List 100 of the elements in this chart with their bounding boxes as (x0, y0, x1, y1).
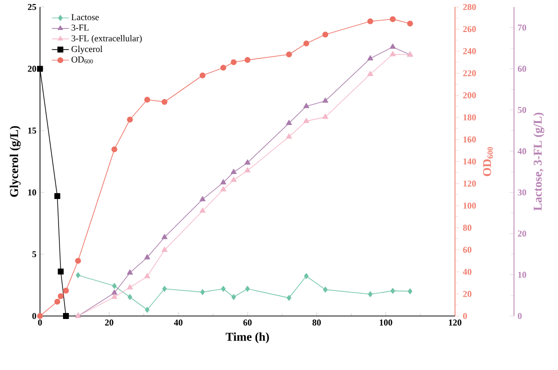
point (286, 52, 292, 58)
x-tick-label: 80 (312, 320, 321, 326)
point (220, 179, 226, 184)
point (162, 98, 168, 105)
y3-axis-title: Lactose, 3-FL (g/L) (533, 112, 544, 211)
y-tick-label: 5 (32, 251, 36, 258)
point (63, 288, 69, 294)
y3-tick-label: 60 (518, 66, 526, 72)
y2-tick-label: 260 (463, 26, 476, 32)
y2-tick-label: 280 (463, 4, 476, 10)
y2-tick-label: 180 (463, 114, 476, 120)
y3-tick-label: 10 (518, 272, 526, 278)
legend-label: OD$_{600}$ (72, 56, 93, 64)
x-tick-label: 0 (38, 320, 42, 326)
point (200, 72, 206, 78)
point (368, 291, 373, 298)
point (126, 269, 133, 275)
point (390, 51, 396, 56)
y2-tick-label: 20 (463, 290, 472, 297)
point (286, 120, 292, 126)
point (144, 273, 150, 278)
point (162, 234, 168, 240)
point (390, 16, 396, 22)
point (407, 20, 413, 26)
point (230, 59, 237, 66)
point (58, 293, 64, 300)
x-tick-label: 60 (243, 320, 252, 326)
y2-tick-label: 140 (463, 158, 476, 165)
point (58, 268, 64, 274)
legend-label: 3-FL (72, 24, 89, 31)
x-tick-label: 20 (105, 320, 114, 326)
y2-tick-label: 120 (463, 180, 476, 187)
point (75, 258, 81, 264)
y2-axis-title: OD$_{600}$ (483, 147, 493, 176)
y2-tick-label: 100 (463, 202, 476, 209)
point (144, 254, 150, 260)
point (126, 116, 133, 122)
point (111, 146, 118, 152)
point (390, 288, 396, 294)
point (244, 167, 250, 172)
point (230, 176, 237, 182)
point (111, 294, 118, 299)
point (408, 288, 412, 294)
point (322, 114, 328, 119)
point (322, 32, 328, 38)
y2-tick-label: 160 (463, 136, 476, 142)
point (220, 186, 226, 192)
point (76, 272, 80, 278)
y3-tick-label: 70 (518, 24, 526, 31)
point (390, 44, 396, 49)
y2-tick-label: 60 (463, 246, 472, 253)
point (303, 40, 310, 46)
y-tick-label: 15 (28, 128, 36, 134)
point (126, 284, 133, 290)
point (304, 273, 309, 279)
x-tick-label: 120 (449, 320, 462, 326)
y-axis-title: Glycerol (g/L) (10, 126, 21, 197)
point (54, 298, 60, 305)
point (367, 18, 374, 24)
point (37, 66, 43, 72)
point (144, 96, 150, 103)
point (220, 64, 226, 71)
point (128, 294, 132, 300)
point (230, 168, 237, 174)
point (54, 193, 60, 200)
y-tick-label: 10 (28, 189, 36, 196)
point (221, 286, 226, 292)
point (303, 118, 310, 123)
y2-tick-label: 0 (463, 312, 467, 320)
y-tick-label: 0 (32, 312, 36, 320)
point (144, 306, 150, 313)
point (244, 159, 250, 165)
point (286, 294, 292, 301)
y3-tick-label: 40 (518, 148, 526, 154)
point (200, 196, 206, 202)
point (322, 98, 328, 103)
point (200, 208, 206, 213)
point (162, 246, 168, 252)
point (367, 70, 374, 76)
y2-tick-label: 220 (463, 70, 476, 76)
x-axis-title: Time (h) (226, 332, 269, 344)
y2-tick-label: 200 (463, 92, 476, 98)
point (286, 133, 292, 139)
point (111, 290, 118, 295)
y3-tick-label: 50 (518, 106, 526, 114)
point (63, 313, 69, 319)
y3-tick-label: 30 (518, 189, 526, 196)
y3-tick-label: 20 (518, 230, 526, 237)
point (245, 286, 250, 292)
y3-tick-label: 0 (518, 312, 522, 320)
y2-tick-label: 40 (462, 268, 472, 275)
point (162, 286, 167, 292)
legend-label: Glycerol (72, 46, 102, 54)
y2-tick-label: 240 (463, 48, 476, 54)
point (200, 289, 205, 296)
point (244, 57, 250, 63)
point (323, 286, 328, 293)
legend-label: Lactose (71, 14, 99, 20)
point (303, 102, 310, 108)
point (112, 282, 117, 289)
